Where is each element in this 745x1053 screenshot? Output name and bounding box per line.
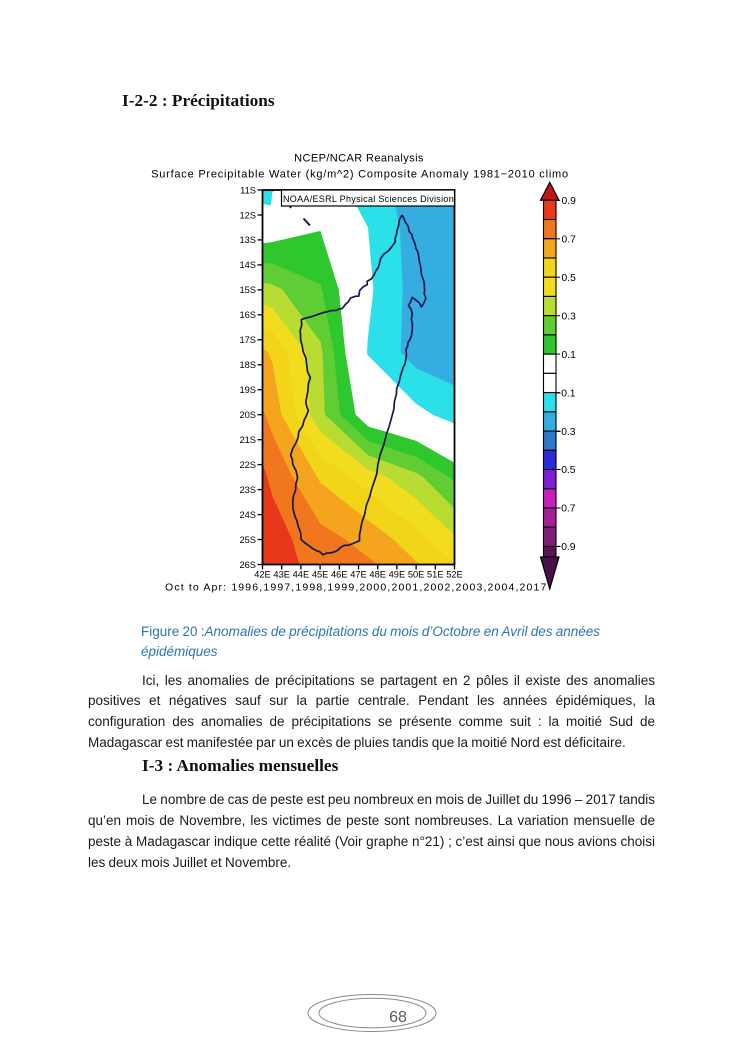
svg-text:0.1: 0.1 [562,350,577,361]
svg-text:49E: 49E [389,570,406,580]
svg-text:0.9: 0.9 [562,196,577,207]
svg-text:−0.7: −0.7 [555,504,576,515]
svg-text:68: 68 [389,1009,407,1026]
svg-text:14S: 14S [239,260,256,270]
svg-text:26S: 26S [239,560,256,570]
svg-text:18S: 18S [239,360,256,370]
svg-text:21S: 21S [239,435,256,445]
svg-text:0.5: 0.5 [562,273,577,284]
svg-text:17S: 17S [239,335,256,345]
svg-text:−0.9: −0.9 [555,542,576,553]
svg-text:25S: 25S [239,535,256,545]
svg-text:50E: 50E [408,570,425,580]
svg-text:43E: 43E [273,570,290,580]
svg-text:23S: 23S [239,485,256,495]
svg-text:16S: 16S [239,310,256,320]
svg-text:Oct to Apr: 1996,1997,1998,199: Oct to Apr: 1996,1997,1998,1999,2000,200… [165,582,548,594]
svg-text:24S: 24S [239,510,256,520]
svg-text:−0.5: −0.5 [555,465,576,476]
svg-text:0.3: 0.3 [562,311,577,322]
svg-text:19S: 19S [239,385,256,395]
svg-text:45E: 45E [312,570,329,580]
svg-text:44E: 44E [293,570,310,580]
svg-text:0.7: 0.7 [562,235,577,246]
svg-text:11S: 11S [240,185,256,195]
svg-text:47E: 47E [350,570,367,580]
svg-text:46E: 46E [331,570,348,580]
svg-text:20S: 20S [239,410,256,420]
svg-text:15S: 15S [239,285,256,295]
svg-text:13S: 13S [239,235,256,245]
svg-text:NOAA/ESRL Physical Sciences Di: NOAA/ESRL Physical Sciences Division [283,194,454,204]
svg-text:NCEP/NCAR Reanalysis: NCEP/NCAR Reanalysis [294,153,424,165]
svg-text:−0.3: −0.3 [555,427,576,438]
svg-text:52E: 52E [446,570,463,580]
svg-text:22S: 22S [239,460,256,470]
svg-text:42E: 42E [254,570,271,580]
svg-text:48E: 48E [369,570,386,580]
svg-text:Surface Precipitable Water (kg: Surface Precipitable Water (kg/m^2) Comp… [151,168,569,180]
svg-text:−0.1: −0.1 [555,388,576,399]
svg-text:12S: 12S [239,210,256,220]
svg-text:51E: 51E [427,570,444,580]
